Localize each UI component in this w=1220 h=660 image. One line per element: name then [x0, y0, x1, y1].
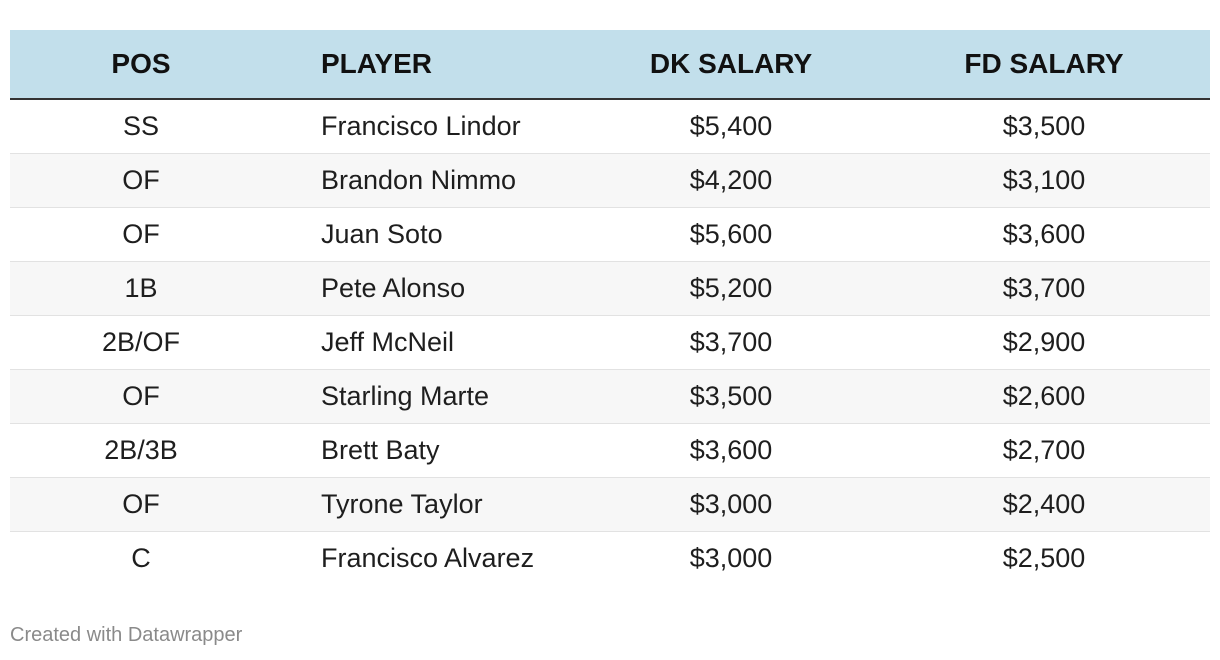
pos-cell: OF	[10, 207, 272, 262]
table-row: OF Starling Marte $3,500 $2,600	[10, 369, 1210, 424]
dk-salary-cell: $3,000	[584, 477, 878, 532]
salary-table-container: POS PLAYER DK SALARY FD SALARY SS Francis…	[10, 30, 1210, 585]
column-header-player: PLAYER	[272, 30, 584, 100]
table-row: SS Francisco Lindor $5,400 $3,500	[10, 99, 1210, 154]
player-cell: Francisco Lindor	[272, 99, 584, 154]
player-cell: Pete Alonso	[272, 261, 584, 316]
dk-salary-cell: $3,500	[584, 369, 878, 424]
fd-salary-cell: $2,700	[878, 423, 1210, 478]
pos-cell: OF	[10, 369, 272, 424]
fd-salary-cell: $3,700	[878, 261, 1210, 316]
pos-cell: 2B/OF	[10, 315, 272, 370]
salary-table: POS PLAYER DK SALARY FD SALARY SS Francis…	[10, 30, 1210, 585]
fd-salary-cell: $3,600	[878, 207, 1210, 262]
table-row: OF Tyrone Taylor $3,000 $2,400	[10, 477, 1210, 532]
dk-salary-cell: $5,600	[584, 207, 878, 262]
player-cell: Brandon Nimmo	[272, 153, 584, 208]
fd-salary-cell: $3,500	[878, 99, 1210, 154]
fd-salary-cell: $2,400	[878, 477, 1210, 532]
table-row: OF Brandon Nimmo $4,200 $3,100	[10, 153, 1210, 208]
pos-cell: 2B/3B	[10, 423, 272, 478]
pos-cell: OF	[10, 477, 272, 532]
player-cell: Juan Soto	[272, 207, 584, 262]
player-cell: Starling Marte	[272, 369, 584, 424]
table-header: POS PLAYER DK SALARY FD SALARY	[10, 30, 1210, 100]
fd-salary-cell: $2,500	[1002, 543, 1086, 573]
dk-salary-cell: $4,200	[584, 153, 878, 208]
pos-cell: SS	[10, 99, 272, 154]
table-row: OF Juan Soto $5,600 $3,600	[10, 207, 1210, 262]
datawrapper-credit: Created with Datawrapper	[10, 624, 243, 646]
pos-cell: 1B	[10, 261, 272, 316]
table-row: 2B/OF Jeff McNeil $3,700 $2,900	[10, 315, 1210, 370]
player-cell: Jeff McNeil	[272, 315, 584, 370]
table-body: SS Francisco Lindor $5,400 $3,500 OF Brandon …	[10, 99, 1210, 585]
table-row: 1B Pete Alonso $5,200 $3,700	[10, 261, 1210, 316]
table-row: C Francisco Alvarez $3,000 $2,500	[10, 532, 1210, 586]
table-row: 2B/3B Brett Baty $3,600 $2,700	[10, 423, 1210, 478]
column-header-fd-salary: FD SALARY	[878, 30, 1210, 100]
dk-salary-cell: $5,200	[584, 261, 878, 316]
dk-salary-cell: $5,400	[584, 99, 878, 154]
dk-salary-cell: $3,700	[584, 315, 878, 370]
player-cell: Brett Baty	[272, 423, 584, 478]
column-header-pos: POS	[10, 30, 272, 100]
dk-salary-cell: $3,000	[689, 543, 773, 573]
pos-cell: C	[131, 543, 151, 573]
header-row: POS PLAYER DK SALARY FD SALARY	[10, 30, 1210, 100]
pos-cell: OF	[10, 153, 272, 208]
column-header-dk-salary: DK SALARY	[584, 30, 878, 100]
fd-salary-cell: $2,900	[878, 315, 1210, 370]
fd-salary-cell: $2,600	[878, 369, 1210, 424]
fd-salary-cell: $3,100	[878, 153, 1210, 208]
player-cell: Tyrone Taylor	[272, 477, 584, 532]
dk-salary-cell: $3,600	[584, 423, 878, 478]
player-cell: Francisco Alvarez	[321, 543, 535, 573]
